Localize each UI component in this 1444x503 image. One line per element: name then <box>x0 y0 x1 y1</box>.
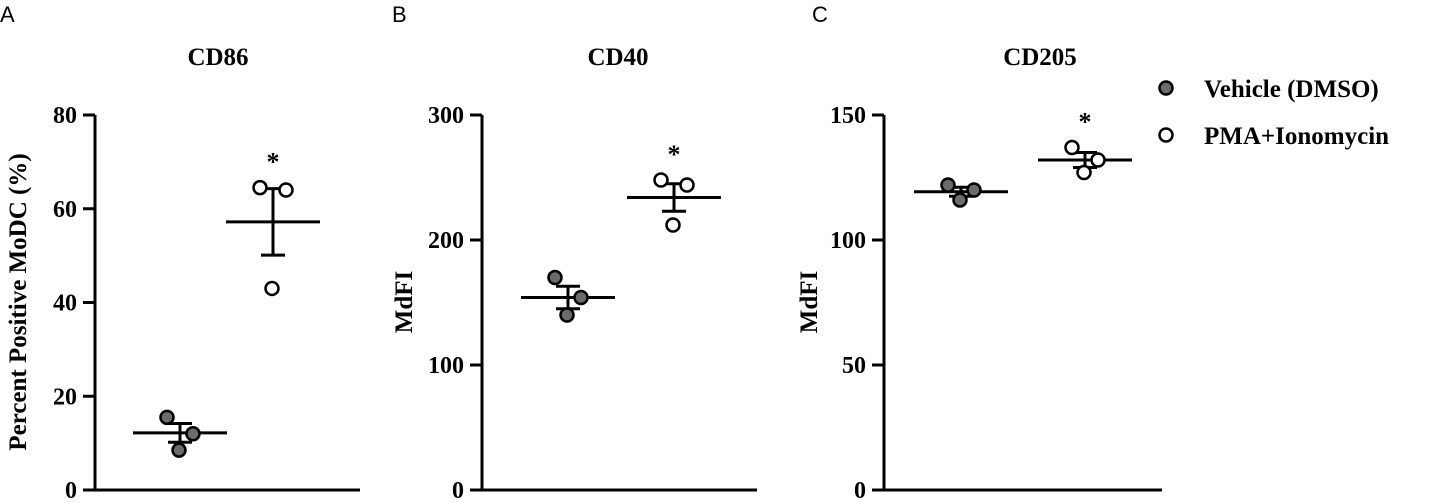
data-point <box>547 269 563 286</box>
data-point <box>264 280 280 297</box>
chart-title: CD86 <box>187 44 248 71</box>
y-axis-label: Percent Positive MoDC (%) <box>5 153 32 450</box>
y-axis-label: MdFI <box>391 271 418 334</box>
data-point <box>665 217 681 233</box>
legend-label-pma: PMA+Ionomycin <box>1204 123 1389 150</box>
data-point <box>653 172 669 188</box>
data-point <box>185 426 201 442</box>
data-point <box>966 182 982 198</box>
data-point <box>940 177 956 193</box>
significance-star: * <box>668 140 681 169</box>
significance-star: * <box>1079 108 1092 137</box>
axes: 0 50 100 150 <box>830 103 1162 503</box>
y-tick-label: 100 <box>428 353 464 379</box>
axes: 0 100 200 300 <box>428 103 757 503</box>
y-tick-label: 0 <box>452 478 464 503</box>
data-point <box>1076 164 1092 181</box>
chart-title: CD40 <box>587 44 648 71</box>
data-point <box>1064 139 1080 156</box>
y-tick-label: 0 <box>854 478 866 503</box>
panel-letter: B <box>392 2 407 27</box>
y-tick-label: 40 <box>53 291 77 317</box>
y-tick-label: 200 <box>428 228 464 254</box>
legend: Vehicle (DMSO) PMA+Ionomycin <box>1158 76 1389 150</box>
panel-b: B CD40 MdFI 0 100 200 300 * <box>391 2 757 503</box>
significance-star: * <box>267 148 280 177</box>
panel-c: C CD205 MdFI 0 50 100 150 * <box>796 2 1162 503</box>
y-tick-label: 150 <box>830 103 866 129</box>
panel-letter: A <box>0 2 15 27</box>
data-marks: * <box>914 108 1132 208</box>
data-point <box>171 442 187 458</box>
y-tick-label: 50 <box>842 353 866 379</box>
chart-title: CD205 <box>1003 44 1077 71</box>
data-point <box>1090 152 1106 168</box>
legend-label-vehicle: Vehicle (DMSO) <box>1204 76 1379 103</box>
y-tick-label: 80 <box>53 103 77 129</box>
data-marks: * <box>521 140 721 323</box>
y-axis-label: MdFI <box>796 271 823 334</box>
data-marks: * <box>133 148 320 458</box>
axes: 0 20 40 60 80 <box>53 103 360 503</box>
y-tick-label: 20 <box>53 384 77 410</box>
data-point <box>679 177 695 193</box>
y-tick-label: 100 <box>830 228 866 254</box>
data-point <box>952 192 968 208</box>
data-point <box>573 289 589 306</box>
data-point <box>559 307 575 323</box>
y-tick-label: 60 <box>53 197 77 223</box>
y-tick-label: 0 <box>65 478 77 503</box>
legend-marker-vehicle <box>1158 80 1174 96</box>
panel-a: A CD86 Percent Positive MoDC (%) 0 20 40 60… <box>0 2 360 503</box>
y-tick-label: 300 <box>428 103 464 129</box>
data-point <box>252 179 268 196</box>
data-point <box>159 409 175 426</box>
data-point <box>278 182 294 198</box>
legend-marker-pma <box>1158 127 1174 143</box>
panel-letter: C <box>812 2 828 27</box>
